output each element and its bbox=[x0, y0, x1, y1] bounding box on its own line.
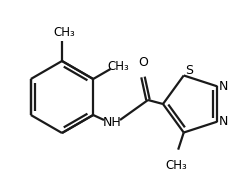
Text: O: O bbox=[138, 56, 148, 69]
Text: CH₃: CH₃ bbox=[53, 27, 75, 40]
Text: N: N bbox=[218, 115, 228, 128]
Text: CH₃: CH₃ bbox=[108, 61, 129, 74]
Text: CH₃: CH₃ bbox=[165, 159, 187, 172]
Text: N: N bbox=[218, 80, 228, 93]
Text: NH: NH bbox=[103, 115, 121, 128]
Text: S: S bbox=[185, 64, 193, 77]
